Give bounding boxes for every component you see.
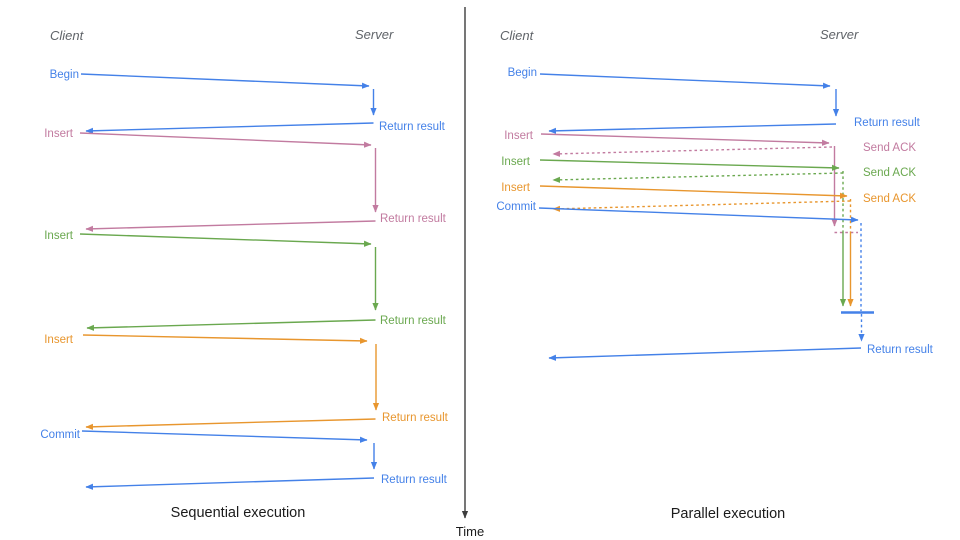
par-begin-return-arrow — [548, 123, 837, 134]
parallel-caption: Parallel execution — [671, 506, 785, 522]
seq-insert2-return-arrow — [86, 319, 376, 331]
seq-commit-label: Commit — [40, 429, 80, 441]
par-insert2-request-arrow — [539, 159, 840, 171]
sequential-panel: Client Server Begin Return result Insert… — [40, 27, 448, 521]
par-insert3-ack-arrow — [552, 200, 851, 212]
par-insert1-ack-label: Send ACK — [863, 142, 916, 154]
seq-insert2-label: Insert — [44, 230, 74, 242]
par-client-header: Client — [500, 28, 535, 43]
seq-op-begin: Begin Return result — [50, 69, 446, 134]
seq-insert2-request-arrow — [79, 233, 372, 247]
par-begin-return-label: Return result — [854, 117, 921, 129]
seq-commit-return-label: Return result — [381, 474, 448, 486]
par-begin-label: Begin — [508, 67, 537, 79]
par-op-begin: Begin Return result — [508, 67, 921, 134]
par-commit-label: Commit — [496, 201, 536, 213]
seq-op-insert-3: Insert Return result — [44, 334, 449, 430]
par-insert2-ack-label: Send ACK — [863, 167, 916, 179]
par-insert1-ack-arrow — [552, 146, 833, 157]
seq-begin-label: Begin — [50, 69, 79, 81]
seq-insert1-label: Insert — [44, 128, 74, 140]
par-op-commit: Commit Return result — [496, 201, 934, 361]
time-axis-label: Time — [456, 524, 484, 539]
par-insert3-request-arrow — [539, 185, 848, 199]
seq-begin-request-arrow — [80, 73, 370, 89]
par-begin-request-arrow — [539, 73, 831, 89]
seq-begin-return-label: Return result — [379, 121, 446, 133]
par-insert2-label: Insert — [501, 156, 531, 168]
par-insert3-ack-label: Send ACK — [863, 193, 916, 205]
par-insert1-request-arrow — [540, 133, 830, 146]
par-insert3-label: Insert — [501, 182, 531, 194]
seq-insert3-return-label: Return result — [382, 412, 449, 424]
seq-op-commit: Commit Return result — [40, 429, 448, 490]
seq-client-header: Client — [50, 28, 85, 43]
par-insert1-label: Insert — [504, 130, 534, 142]
seq-op-insert-1: Insert Return result — [44, 128, 447, 232]
par-op-insert-1: Insert Send ACK — [504, 130, 916, 234]
par-op-insert-3: Insert Send ACK — [501, 182, 916, 307]
par-op-insert-2: Insert Send ACK — [501, 156, 916, 307]
seq-begin-return-arrow — [85, 122, 374, 134]
seq-server-header: Server — [355, 27, 394, 42]
seq-commit-request-arrow — [81, 430, 368, 443]
seq-commit-return-arrow — [85, 477, 375, 490]
seq-insert3-label: Insert — [44, 334, 74, 346]
par-commit-request-arrow — [538, 207, 859, 223]
par-commit-return-arrow — [548, 347, 862, 361]
par-insert2-ack-arrow — [552, 172, 844, 183]
par-server-header: Server — [820, 27, 859, 42]
seq-insert3-return-arrow — [85, 418, 376, 430]
seq-insert1-return-arrow — [85, 220, 376, 232]
seq-insert3-request-arrow — [82, 334, 368, 344]
seq-insert1-request-arrow — [79, 132, 372, 148]
seq-op-insert-2: Insert Return result — [44, 230, 447, 331]
seq-insert1-return-label: Return result — [380, 213, 447, 225]
parallel-panel: Client Server Begin Return result Insert… — [496, 27, 933, 522]
par-commit-return-label: Return result — [867, 344, 934, 356]
seq-insert2-return-label: Return result — [380, 315, 447, 327]
sequential-caption: Sequential execution — [171, 505, 306, 521]
